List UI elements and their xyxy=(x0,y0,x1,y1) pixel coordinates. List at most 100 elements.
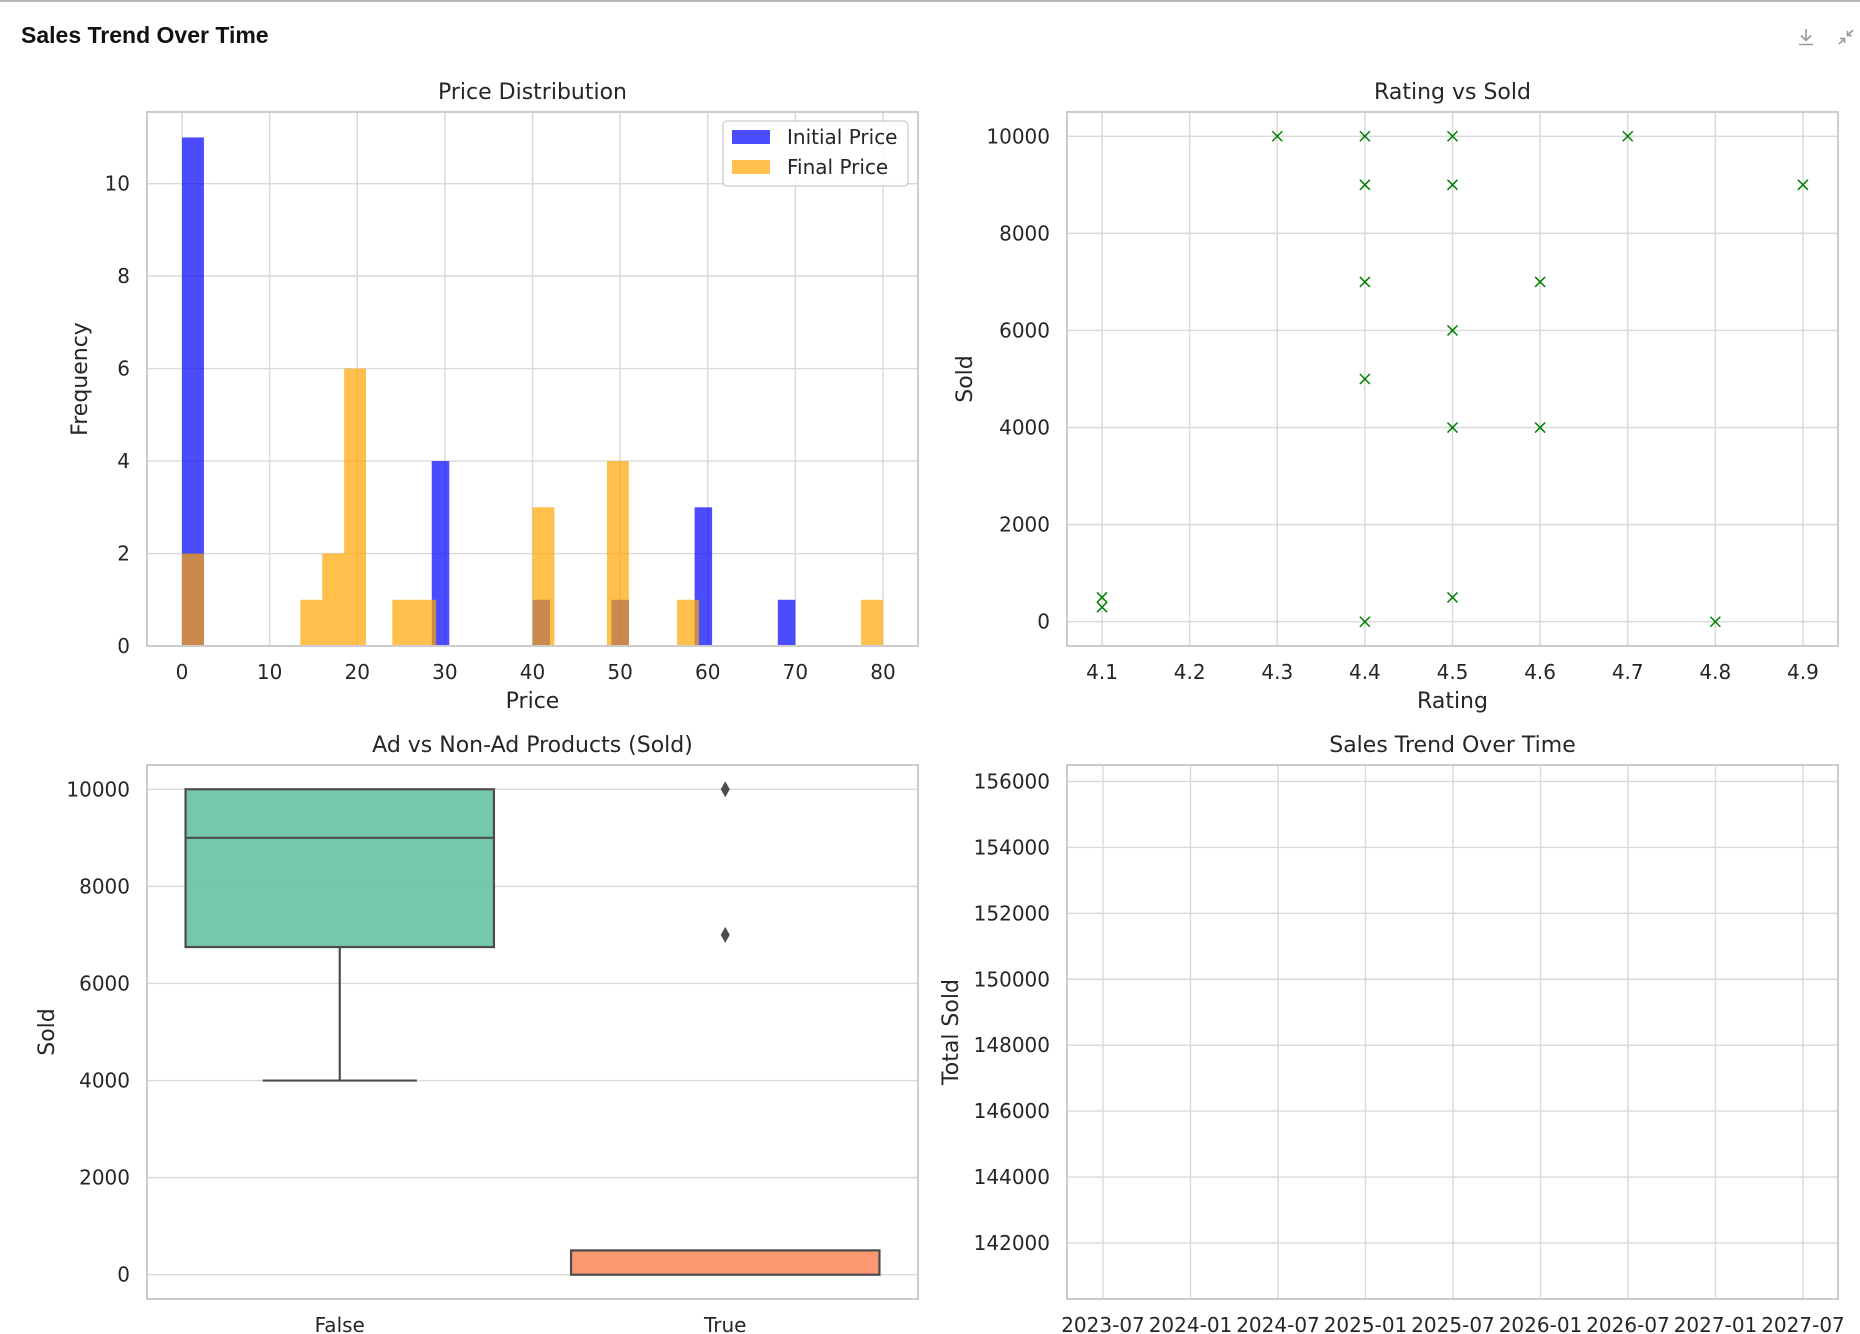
scatter-point xyxy=(1797,179,1809,191)
x-tick-label: 0 xyxy=(176,660,189,684)
scatter-point xyxy=(1446,591,1459,603)
sales-trend-frame xyxy=(1066,764,1839,1300)
scatter-point xyxy=(1096,591,1108,603)
y-tick-label: 146000 xyxy=(974,1099,1050,1123)
scatter-point xyxy=(1446,324,1459,336)
y-tick-label: 0 xyxy=(1037,610,1050,634)
scatter-point xyxy=(1446,130,1459,142)
histogram-bar xyxy=(182,553,204,646)
top-border xyxy=(0,0,1860,2)
collapse-icon[interactable] xyxy=(1835,26,1857,48)
x-tick-label: 60 xyxy=(695,660,720,684)
y-tick-label: 144000 xyxy=(974,1165,1050,1189)
box-body xyxy=(184,788,496,949)
x-tick-label: 40 xyxy=(520,660,545,684)
legend-entry: Final Price xyxy=(787,155,888,179)
x-axis-label: Rating xyxy=(1417,689,1488,714)
chart-title: Ad vs Non-Ad Products (Sold) xyxy=(372,733,693,758)
y-tick-label: 2000 xyxy=(79,1166,130,1190)
rating-vs-sold-chart: 4.1 4.2 4.3 4.4 4.5 4.6 4.7 4.8 4.9 0 2000 4000 6000… xyxy=(953,80,1839,714)
histogram-bar xyxy=(414,599,437,646)
chart-title: Rating vs Sold xyxy=(1374,80,1531,105)
price-distribution-frame xyxy=(146,111,919,647)
box-true xyxy=(569,781,881,1276)
box-false xyxy=(184,788,496,1082)
histogram-bar xyxy=(392,599,415,646)
x-tick-label: 2024-07 xyxy=(1236,1313,1320,1334)
scatter-point xyxy=(1446,422,1459,434)
legend: Initial Price Final Price xyxy=(722,120,909,187)
scatter-point xyxy=(1359,276,1371,288)
y-tick-label: 156000 xyxy=(974,769,1050,793)
download-icon[interactable] xyxy=(1795,26,1817,48)
y-tick-label: 4000 xyxy=(79,1069,130,1093)
scatter-point xyxy=(1534,276,1546,288)
sales-trend-chart: 2023-07 2024-01 2024-07 2025-01 2025-07 2026-… xyxy=(939,733,1845,1334)
x-tick-label: 10 xyxy=(257,660,282,684)
y-tick-label: 8 xyxy=(117,264,130,288)
histogram-bar xyxy=(532,507,555,646)
chart-title: Price Distribution xyxy=(438,80,627,105)
ad-vs-non-ad-chart: 0 2000 4000 6000 8000 10000 False True Ad vs Non… xyxy=(35,733,919,1334)
histogram-bar xyxy=(344,368,367,646)
scatter-point xyxy=(1359,179,1371,191)
x-tick-label: 2026-07 xyxy=(1586,1313,1670,1334)
x-tick-label: 4.5 xyxy=(1437,660,1469,684)
x-tick-label: 20 xyxy=(345,660,370,684)
histogram-bar xyxy=(606,461,629,646)
histogram-bar xyxy=(300,599,323,646)
x-tick-label: 2025-07 xyxy=(1411,1313,1495,1334)
scatter-point xyxy=(1096,601,1108,613)
histogram-bar xyxy=(322,553,345,646)
scatter-point xyxy=(1622,130,1634,142)
price-distribution-chart: 0 10 20 30 40 50 60 70 80 0 2 4 6 8 10 Price Distributi… xyxy=(68,80,919,714)
x-tick-label: 2024-01 xyxy=(1149,1313,1233,1334)
legend-entry: Initial Price xyxy=(787,125,898,149)
panel-title: Sales Trend Over Time xyxy=(21,22,269,48)
outlier-point xyxy=(720,781,730,798)
x-tick-label: 2026-01 xyxy=(1499,1313,1583,1334)
y-axis-label: Sold xyxy=(35,1008,60,1056)
scatter-point xyxy=(1359,373,1371,385)
x-tick-label: 80 xyxy=(870,660,895,684)
histogram-bar xyxy=(182,137,204,646)
y-tick-label: 8000 xyxy=(999,221,1050,245)
x-tick-label: True xyxy=(703,1313,746,1334)
scatter-point xyxy=(1359,616,1371,628)
scatter-point xyxy=(1446,179,1459,191)
y-tick-label: 6000 xyxy=(999,318,1050,342)
y-tick-label: 2 xyxy=(117,542,130,566)
scatter-point xyxy=(1359,130,1371,142)
x-tick-label: 4.1 xyxy=(1086,660,1118,684)
outlier-point xyxy=(720,926,730,943)
y-tick-label: 4 xyxy=(117,449,130,473)
x-tick-label: 4.3 xyxy=(1261,660,1293,684)
y-tick-label: 142000 xyxy=(974,1231,1050,1255)
x-tick-label: 4.7 xyxy=(1612,660,1644,684)
y-tick-label: 10000 xyxy=(66,777,130,801)
x-axis-label: Price xyxy=(506,689,560,714)
legend-swatch xyxy=(732,160,770,174)
x-tick-label: 2025-01 xyxy=(1324,1313,1408,1334)
x-tick-label: 4.9 xyxy=(1787,660,1819,684)
y-tick-label: 0 xyxy=(117,1263,130,1287)
scatter-point xyxy=(1271,130,1283,142)
y-axis-label: Total Sold xyxy=(939,979,964,1086)
x-tick-label: 2027-07 xyxy=(1761,1313,1845,1334)
y-tick-label: 6 xyxy=(117,357,130,381)
ad-vs-non-ad-frame xyxy=(146,764,919,1300)
histogram-bar xyxy=(777,599,796,646)
y-tick-label: 8000 xyxy=(79,874,130,898)
x-tick-label: 50 xyxy=(607,660,632,684)
histogram-bar xyxy=(861,599,883,646)
x-tick-label: 2023-07 xyxy=(1061,1313,1145,1334)
x-tick-label: 70 xyxy=(783,660,808,684)
y-tick-label: 10000 xyxy=(986,124,1050,148)
x-tick-label: 2027-01 xyxy=(1674,1313,1758,1334)
x-tick-label: 4.8 xyxy=(1699,660,1731,684)
y-axis-label: Frequency xyxy=(68,322,93,436)
x-tick-label: 4.4 xyxy=(1349,660,1381,684)
y-tick-label: 154000 xyxy=(974,835,1050,859)
y-tick-label: 150000 xyxy=(974,967,1050,991)
